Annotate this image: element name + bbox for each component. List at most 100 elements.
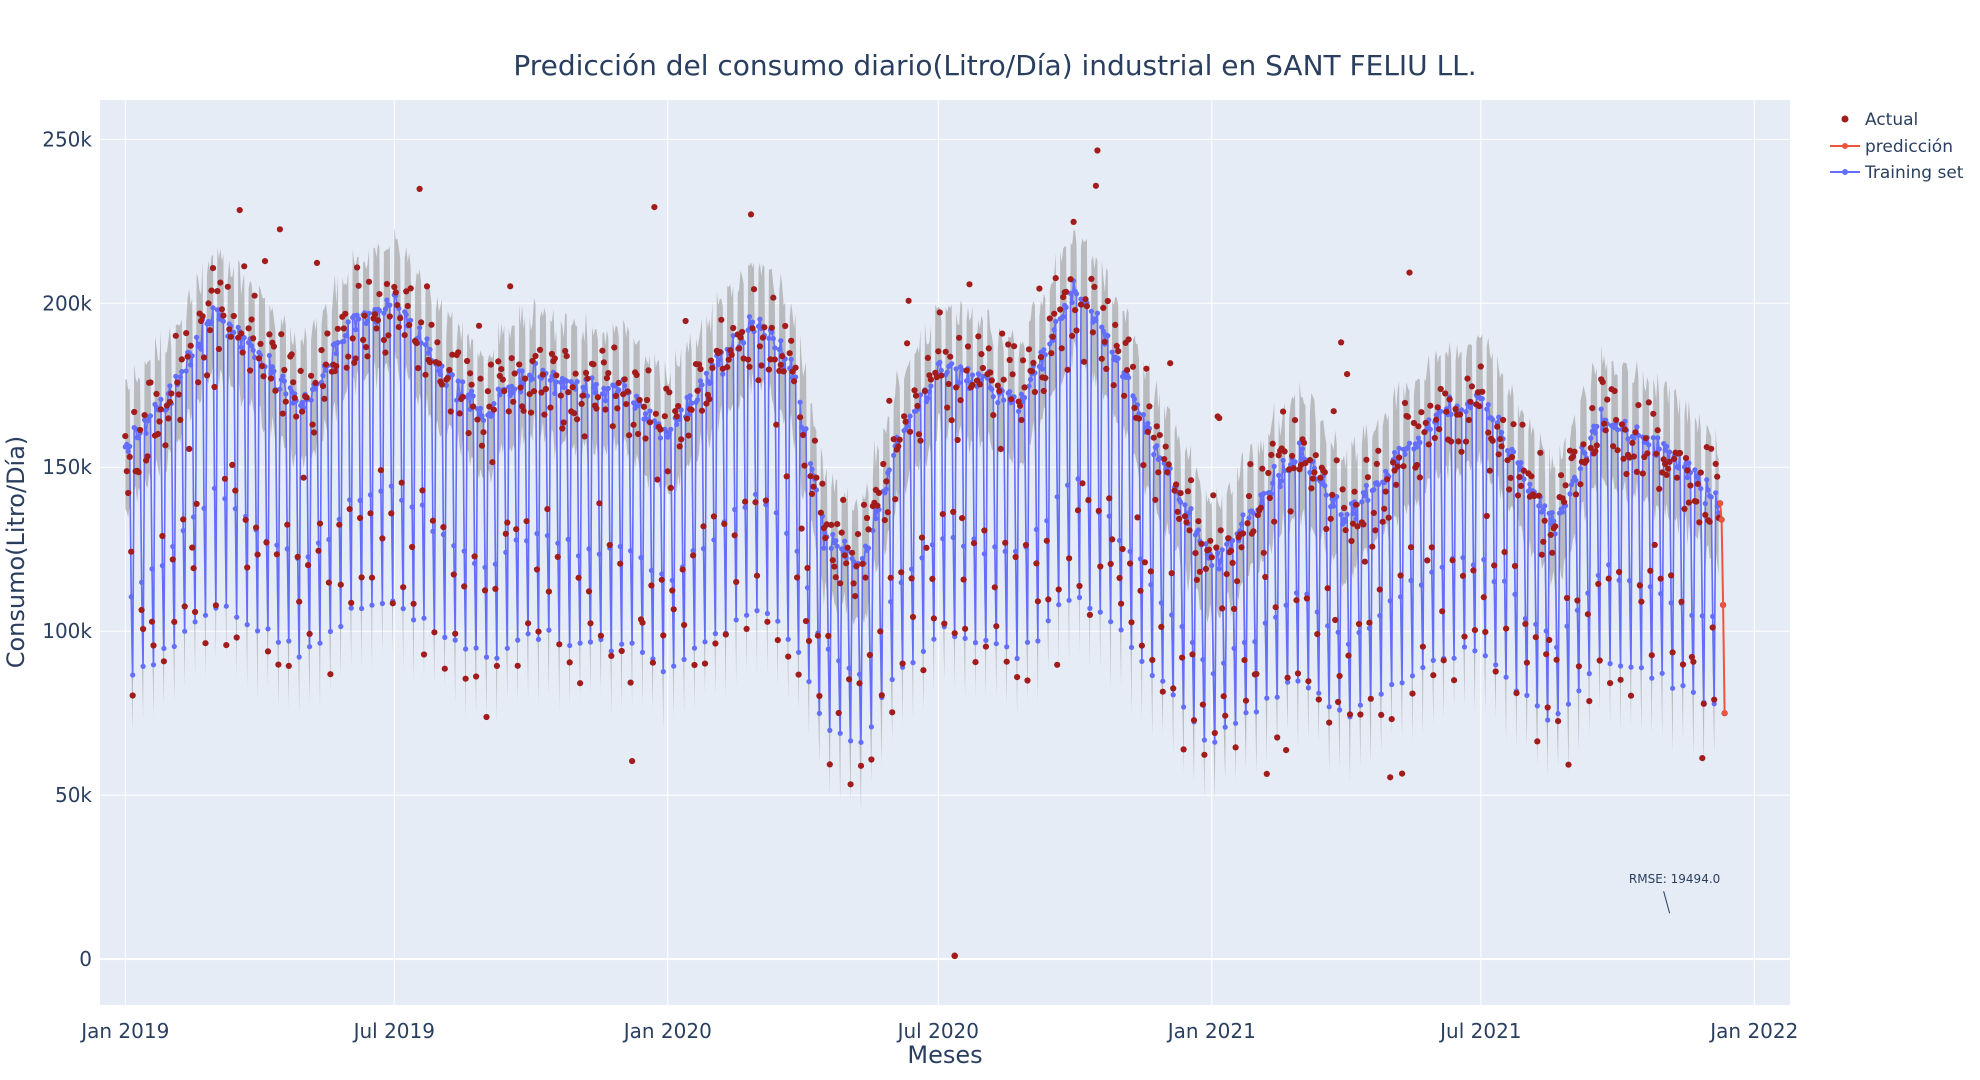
actual-point: [1642, 435, 1649, 442]
training-point: [1051, 327, 1057, 333]
actual-point: [1043, 537, 1050, 544]
training-point: [580, 384, 586, 390]
training-point: [491, 401, 497, 407]
training-point: [1713, 490, 1719, 496]
actual-point: [612, 392, 619, 400]
training-point: [519, 368, 525, 374]
training-point: [865, 545, 872, 551]
training-point: [1484, 406, 1490, 412]
actual-point: [892, 496, 899, 503]
actual-point: [244, 564, 251, 571]
training-point: [1024, 639, 1031, 645]
actual-point: [189, 544, 196, 551]
actual-point: [942, 348, 949, 355]
actual-point: [1537, 449, 1544, 456]
training-point: [1056, 602, 1062, 608]
training-point: [561, 384, 567, 390]
actual-point: [1293, 597, 1300, 604]
legend-item-prediccion[interactable]: predicción: [1830, 137, 1953, 157]
actual-point: [487, 361, 494, 368]
actual-point: [278, 331, 285, 338]
actual-point: [1294, 670, 1302, 677]
actual-point: [251, 292, 258, 299]
training-point: [455, 378, 461, 384]
training-point: [681, 656, 687, 663]
actual-point: [1668, 572, 1675, 579]
actual-point: [798, 525, 805, 532]
training-point: [158, 396, 164, 402]
training-point: [619, 641, 625, 647]
actual-point: [792, 364, 799, 371]
training-point: [189, 353, 195, 359]
training-point: [1362, 493, 1368, 499]
actual-point: [410, 600, 417, 607]
training-point: [305, 554, 311, 560]
actual-point: [178, 356, 185, 363]
actual-point: [490, 406, 497, 413]
training-point: [130, 672, 136, 678]
actual-point: [153, 390, 160, 397]
actual-point: [895, 443, 902, 450]
actual-point: [1629, 439, 1636, 446]
training-point: [858, 739, 864, 745]
training-point: [494, 655, 500, 661]
actual-point: [291, 394, 298, 401]
training-point: [593, 381, 600, 387]
training-point: [1560, 509, 1566, 515]
training-point: [1066, 597, 1072, 603]
training-point: [928, 383, 934, 389]
training-point: [950, 534, 956, 541]
training-point: [1650, 435, 1656, 441]
training-point: [1233, 720, 1239, 726]
actual-point: [1021, 384, 1028, 391]
actual-point: [1500, 416, 1507, 424]
training-point: [183, 368, 189, 374]
actual-point: [406, 321, 413, 329]
actual-point: [605, 370, 612, 377]
training-point: [1060, 314, 1066, 320]
actual-point: [930, 615, 938, 622]
actual-point: [843, 560, 850, 567]
actual-point: [409, 543, 416, 551]
actual-point: [1617, 676, 1624, 683]
actual-point: [1011, 343, 1018, 350]
actual-point: [177, 416, 184, 423]
training-point: [809, 466, 815, 472]
training-point: [953, 366, 959, 372]
legend-item-actual[interactable]: Actual: [1841, 110, 1919, 130]
training-point: [161, 645, 167, 652]
actual-point: [1265, 469, 1272, 477]
actual-point: [924, 354, 932, 361]
training-point: [477, 405, 484, 411]
actual-point: [1541, 517, 1548, 524]
actual-point: [1613, 416, 1620, 424]
actual-point: [1155, 469, 1162, 476]
actual-point: [1291, 417, 1299, 424]
training-point: [345, 319, 351, 325]
actual-point: [609, 423, 616, 430]
actual-point: [679, 566, 686, 573]
training-point: [1201, 737, 1207, 743]
actual-point: [1141, 559, 1148, 566]
training-point: [1670, 685, 1676, 691]
training-point: [417, 325, 423, 331]
actual-point: [345, 353, 352, 360]
actual-point: [241, 263, 248, 270]
actual-point: [1459, 572, 1467, 580]
actual-point: [1563, 594, 1571, 602]
actual-point: [981, 527, 988, 534]
actual-point: [1390, 459, 1397, 466]
actual-point: [385, 332, 392, 339]
actual-point: [929, 575, 936, 583]
actual-point: [1094, 147, 1101, 154]
actual-point: [1222, 712, 1229, 719]
actual-point: [493, 662, 500, 670]
actual-point: [1656, 485, 1663, 492]
actual-point: [1109, 536, 1116, 543]
actual-point: [920, 667, 927, 674]
actual-point: [814, 632, 822, 639]
training-point: [834, 543, 840, 549]
training-point: [1512, 591, 1518, 598]
legend-item-training-set[interactable]: Training set: [1830, 163, 1964, 183]
actual-point: [203, 372, 211, 379]
